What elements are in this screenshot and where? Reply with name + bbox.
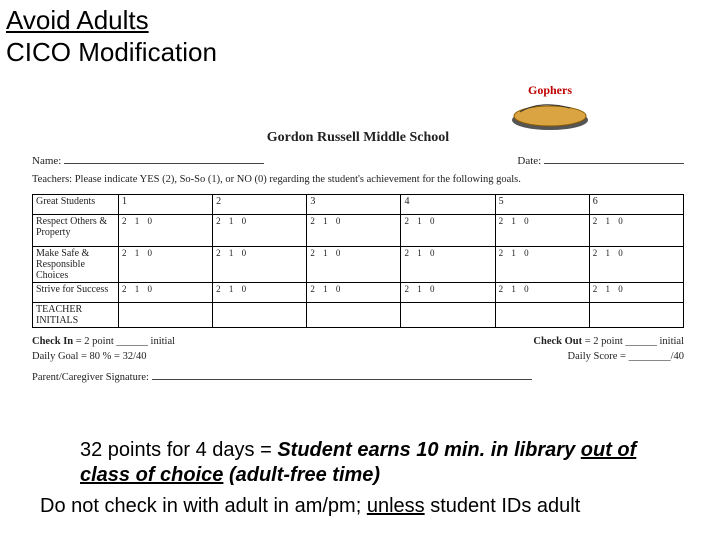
checkin: Check In = 2 point ______ initial xyxy=(32,336,175,347)
period-2: 2 xyxy=(213,195,307,215)
table-row: Respect Others & Property 2 1 0 2 1 0 2 … xyxy=(33,215,684,247)
table-row: Make Safe & Responsible Choices 2 1 0 2 … xyxy=(33,247,684,283)
goal-row: Daily Goal = 80 % = 32/40 Daily Score = … xyxy=(32,351,684,362)
heading-line-1: Avoid Adults xyxy=(6,6,149,36)
date-field: Date: xyxy=(517,154,684,167)
name-label: Name: xyxy=(32,155,61,167)
rating-cell: 2 1 0 xyxy=(307,247,401,283)
rating-cell: 2 1 0 xyxy=(589,283,683,303)
row-label: Respect Others & Property xyxy=(33,215,119,247)
footer-2a: Do not check in with adult in am/pm; xyxy=(40,495,367,517)
daily-score: Daily Score = ________/40 xyxy=(568,351,684,362)
row-label: Strive for Success xyxy=(33,283,119,303)
rating-cell: 2 1 0 xyxy=(213,283,307,303)
initials-cell xyxy=(213,303,307,328)
sig-label: Parent/Caregiver Signature: xyxy=(32,372,149,383)
checkin-label: Check In xyxy=(32,336,73,347)
rating-cell: 2 1 0 xyxy=(213,247,307,283)
initials-cell xyxy=(495,303,589,328)
name-date-row: Name: Date: xyxy=(32,154,684,167)
table-header-row: Great Students 1 2 3 4 5 6 xyxy=(33,195,684,215)
rating-cell: 2 1 0 xyxy=(495,215,589,247)
checkout-value: = 2 point ______ initial xyxy=(585,336,684,347)
footer-1a: 32 points for 4 days = xyxy=(80,439,277,461)
sig-blank xyxy=(152,370,532,380)
period-4: 4 xyxy=(401,195,495,215)
checkin-value: = 2 point ______ initial xyxy=(76,336,175,347)
period-1: 1 xyxy=(119,195,213,215)
initials-cell xyxy=(589,303,683,328)
rating-cell: 2 1 0 xyxy=(119,283,213,303)
school-name: Gordon Russell Middle School xyxy=(32,130,684,146)
initials-cell xyxy=(401,303,495,328)
heading-line-2: CICO Modification xyxy=(6,38,217,68)
rating-cell: 2 1 0 xyxy=(401,283,495,303)
rating-cell: 2 1 0 xyxy=(401,215,495,247)
initials-cell xyxy=(119,303,213,328)
date-blank xyxy=(544,154,684,164)
row-label: TEACHER INITIALS xyxy=(33,303,119,328)
check-row: Check In = 2 point ______ initial Check … xyxy=(32,336,684,347)
period-3: 3 xyxy=(307,195,401,215)
name-blank xyxy=(64,154,264,164)
footer-2b: unless xyxy=(367,495,425,517)
rating-cell: 2 1 0 xyxy=(589,247,683,283)
rating-cell: 2 1 0 xyxy=(307,215,401,247)
footer-1d: (adult-free time) xyxy=(223,464,380,486)
rating-cell: 2 1 0 xyxy=(495,247,589,283)
row-label: Make Safe & Responsible Choices xyxy=(33,247,119,283)
footer-2c: student IDs adult xyxy=(425,495,581,517)
rating-cell: 2 1 0 xyxy=(589,215,683,247)
header-label: Great Students xyxy=(33,195,119,215)
name-field: Name: xyxy=(32,154,264,167)
rating-cell: 2 1 0 xyxy=(401,247,495,283)
rating-cell: 2 1 0 xyxy=(495,283,589,303)
rating-cell: 2 1 0 xyxy=(213,215,307,247)
rating-cell: 2 1 0 xyxy=(307,283,401,303)
checkout: Check Out = 2 point ______ initial xyxy=(533,336,684,347)
heading-text-1: Avoid Adults xyxy=(6,5,149,35)
svg-text:Gophers: Gophers xyxy=(528,83,572,97)
date-label: Date: xyxy=(517,155,541,167)
instructions: Teachers: Please indicate YES (2), So-So… xyxy=(32,173,684,186)
tracking-table: Great Students 1 2 3 4 5 6 Respect Other… xyxy=(32,194,684,328)
footer-line-1: 32 points for 4 days = Student earns 10 … xyxy=(80,438,680,488)
signature-row: Parent/Caregiver Signature: xyxy=(32,370,684,383)
table-row: TEACHER INITIALS xyxy=(33,303,684,328)
table-row: Strive for Success 2 1 0 2 1 0 2 1 0 2 1… xyxy=(33,283,684,303)
rating-cell: 2 1 0 xyxy=(119,215,213,247)
period-5: 5 xyxy=(495,195,589,215)
initials-cell xyxy=(307,303,401,328)
heading-text-2: CICO Modification xyxy=(6,37,217,67)
checkout-label: Check Out xyxy=(533,336,582,347)
tracking-form: Gordon Russell Middle School Name: Date:… xyxy=(32,100,684,383)
period-6: 6 xyxy=(589,195,683,215)
rating-cell: 2 1 0 xyxy=(119,247,213,283)
footer-block: 32 points for 4 days = Student earns 10 … xyxy=(40,438,680,519)
footer-line-2: Do not check in with adult in am/pm; unl… xyxy=(40,494,680,519)
footer-1b: Student earns 10 min. in library xyxy=(277,439,580,461)
daily-goal: Daily Goal = 80 % = 32/40 xyxy=(32,351,147,362)
